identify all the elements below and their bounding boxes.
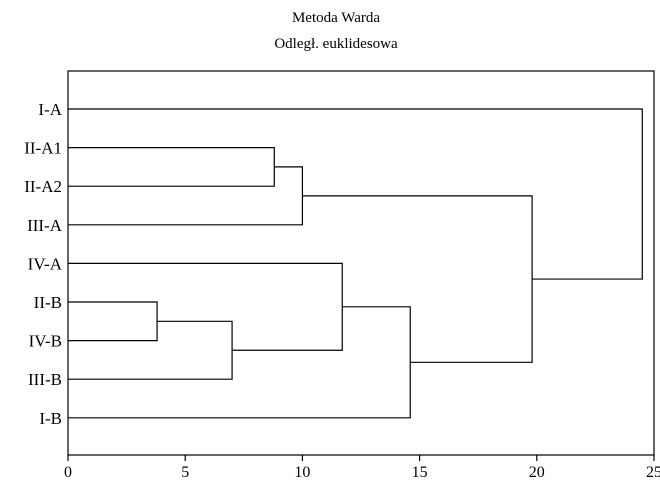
dendrogram-links (68, 108, 643, 419)
leaf-label-iii-b: III-B (28, 370, 62, 389)
merge-link-7 (302, 195, 533, 363)
leaf-label-iv-a: IV-A (28, 254, 63, 273)
merge-link-5 (68, 262, 343, 351)
merge-link-1 (68, 301, 158, 342)
leaf-label-iv-b: IV-B (29, 332, 62, 351)
merge-link-3 (68, 320, 233, 380)
x-tick-label-25: 25 (646, 464, 660, 481)
x-tick-label-0: 0 (64, 464, 72, 481)
x-tick-label-5: 5 (181, 464, 189, 481)
leaf-label-iii-a: III-A (27, 216, 63, 235)
merge-link-8 (68, 108, 643, 280)
x-axis-ticks: 0 5 10 15 20 25 (64, 455, 660, 481)
x-tick-label-10: 10 (294, 464, 310, 481)
leaf-label-ii-a2: II-A2 (24, 177, 62, 196)
x-tick-label-20: 20 (529, 464, 545, 481)
leaf-label-ii-a1: II-A1 (24, 139, 62, 158)
merge-link-6 (68, 306, 411, 419)
leaf-label-i-b: I-B (39, 409, 62, 428)
x-tick-label-15: 15 (412, 464, 428, 481)
merge-link-4 (68, 166, 303, 226)
chart-title: Metoda Warda (292, 10, 380, 26)
leaf-labels: I-A II-A1 II-A2 III-A IV-A II-B IV-B III-B I-B (24, 100, 62, 428)
leaf-label-ii-b: II-B (34, 293, 62, 312)
leaf-label-i-a: I-A (38, 100, 62, 119)
merge-link-2 (68, 147, 275, 187)
chart-subtitle: Odległ. euklidesowa (274, 36, 398, 52)
